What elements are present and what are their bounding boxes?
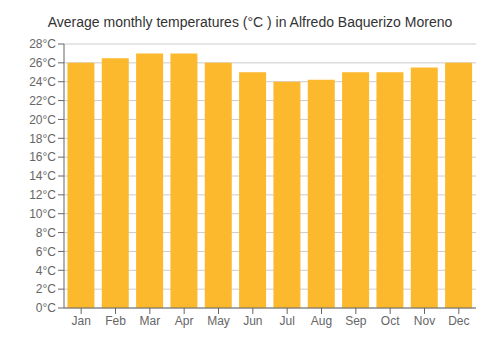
svg-text:24°C: 24°C bbox=[29, 75, 56, 89]
html-text:Average monthly temperatures (: Average monthly temperatures (°C ) in Al… bbox=[47, 14, 453, 30]
svg-text:14°C: 14°C bbox=[29, 169, 56, 183]
svg-text:Aug: Aug bbox=[311, 314, 332, 328]
svg-text:18°C: 18°C bbox=[29, 132, 56, 146]
svg-text:28°C: 28°C bbox=[29, 37, 56, 51]
svg-text:8°C: 8°C bbox=[36, 226, 56, 240]
svg-text:2°C: 2°C bbox=[36, 282, 56, 296]
svg-text:6°C: 6°C bbox=[36, 245, 56, 259]
svg-text:Sep: Sep bbox=[345, 314, 367, 328]
svg-text:Jun: Jun bbox=[243, 314, 262, 328]
svg-text:26°C: 26°C bbox=[29, 56, 56, 70]
svg-text:Oct: Oct bbox=[381, 314, 400, 328]
svg-text:20°C: 20°C bbox=[29, 113, 56, 127]
svg-text:Nov: Nov bbox=[414, 314, 435, 328]
svg-text:Apr: Apr bbox=[175, 314, 194, 328]
svg-text:0°C: 0°C bbox=[36, 301, 56, 315]
svg-text:22°C: 22°C bbox=[29, 94, 56, 108]
svg-text:Mar: Mar bbox=[139, 314, 160, 328]
svg-text:May: May bbox=[207, 314, 230, 328]
svg-text:12°C: 12°C bbox=[29, 188, 56, 202]
svg-text:10°C: 10°C bbox=[29, 207, 56, 221]
svg-text:Feb: Feb bbox=[105, 314, 126, 328]
svg-text:Dec: Dec bbox=[448, 314, 469, 328]
svg-text:Jan: Jan bbox=[71, 314, 90, 328]
svg-text:Jul: Jul bbox=[279, 314, 294, 328]
svg-text:4°C: 4°C bbox=[36, 264, 56, 278]
svg-text:16°C: 16°C bbox=[29, 150, 56, 164]
